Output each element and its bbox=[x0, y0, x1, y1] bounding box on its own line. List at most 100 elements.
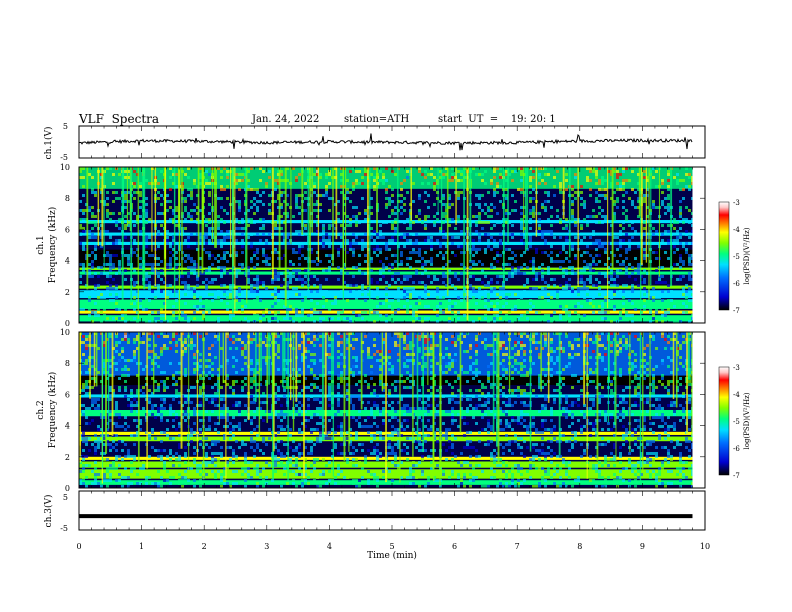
spectral-cell bbox=[421, 173, 424, 176]
spectral-cell bbox=[190, 218, 193, 221]
spectral-cell bbox=[655, 170, 658, 173]
spectral-cell bbox=[316, 302, 319, 305]
spectral-cell bbox=[418, 416, 421, 419]
spectral-cell bbox=[298, 317, 301, 320]
spectral-cell bbox=[388, 419, 391, 422]
spectral-cell bbox=[214, 476, 217, 479]
spectral-cell bbox=[223, 251, 226, 254]
spectral-cell bbox=[388, 239, 391, 242]
spectral-cell bbox=[307, 386, 310, 389]
spectral-cell bbox=[235, 218, 238, 221]
spectral-cell bbox=[193, 209, 196, 212]
spectral-cell bbox=[160, 407, 163, 410]
spectral-cell bbox=[559, 266, 562, 269]
spectral-cell bbox=[358, 254, 361, 257]
spectral-cell bbox=[379, 374, 382, 377]
spectral-cell bbox=[268, 257, 271, 260]
spectral-cell bbox=[349, 452, 352, 455]
spectral-cell bbox=[79, 233, 82, 236]
spectral-cell bbox=[286, 215, 289, 218]
spectral-cell bbox=[337, 311, 340, 314]
spectral-cell bbox=[157, 407, 160, 410]
spectral-cell bbox=[673, 221, 676, 224]
sferic-streak bbox=[103, 167, 105, 272]
spectral-cell bbox=[268, 233, 271, 236]
spectral-cell bbox=[283, 221, 286, 224]
spectral-cell bbox=[163, 344, 166, 347]
spectral-cell bbox=[217, 422, 220, 425]
spectral-cell bbox=[340, 335, 343, 338]
spectral-cell bbox=[199, 221, 202, 224]
spectral-cell bbox=[643, 269, 646, 272]
spectral-cell bbox=[622, 296, 625, 299]
spectral-cell bbox=[319, 434, 322, 437]
spectral-cell bbox=[445, 302, 448, 305]
spectral-cell bbox=[652, 296, 655, 299]
spectral-cell bbox=[103, 443, 106, 446]
spectral-cell bbox=[112, 242, 115, 245]
spectral-cell bbox=[610, 224, 613, 227]
spectral-cell bbox=[643, 227, 646, 230]
spectral-cell bbox=[379, 434, 382, 437]
spectral-cell bbox=[256, 368, 259, 371]
spectral-cell bbox=[580, 269, 583, 272]
spectral-cell bbox=[397, 419, 400, 422]
spectral-cell bbox=[400, 422, 403, 425]
spectral-cell bbox=[85, 338, 88, 341]
spectral-cell bbox=[304, 356, 307, 359]
spectral-cell bbox=[286, 296, 289, 299]
spectral-cell bbox=[571, 245, 574, 248]
spectral-cell bbox=[136, 374, 139, 377]
spectral-cell bbox=[277, 311, 280, 314]
spectral-cell bbox=[457, 215, 460, 218]
spectral-cell bbox=[391, 224, 394, 227]
spectral-cell bbox=[508, 212, 511, 215]
spectral-cell bbox=[346, 431, 349, 434]
spectral-cell bbox=[112, 362, 115, 365]
spectral-cell bbox=[79, 275, 82, 278]
spectral-cell bbox=[409, 473, 412, 476]
spectral-cell bbox=[334, 302, 337, 305]
spectral-cell bbox=[373, 401, 376, 404]
spectral-cell bbox=[301, 371, 304, 374]
spectral-cell bbox=[499, 185, 502, 188]
spectral-cell bbox=[328, 236, 331, 239]
spectral-cell bbox=[184, 413, 187, 416]
spectral-cell bbox=[499, 242, 502, 245]
spectral-cell bbox=[364, 245, 367, 248]
spectral-cell bbox=[373, 167, 376, 170]
spectral-cell bbox=[109, 266, 112, 269]
spectral-cell bbox=[364, 374, 367, 377]
spectral-cell bbox=[133, 284, 136, 287]
spectral-cell bbox=[382, 275, 385, 278]
spectral-cell bbox=[79, 479, 82, 482]
spectral-cell bbox=[433, 449, 436, 452]
spectral-cell bbox=[313, 185, 316, 188]
spectral-cell bbox=[406, 425, 409, 428]
spectral-cell bbox=[136, 299, 139, 302]
spectral-cell bbox=[169, 407, 172, 410]
spectral-cell bbox=[523, 251, 526, 254]
spectral-cell bbox=[475, 278, 478, 281]
spectral-cell bbox=[199, 467, 202, 470]
spectral-cell bbox=[538, 230, 541, 233]
spectral-cell bbox=[193, 182, 196, 185]
spectral-cell bbox=[442, 173, 445, 176]
spectral-cell bbox=[424, 239, 427, 242]
spectral-cell bbox=[292, 449, 295, 452]
spectral-cell bbox=[190, 260, 193, 263]
spectral-cell bbox=[418, 407, 421, 410]
spectral-cell bbox=[580, 239, 583, 242]
spectral-cell bbox=[82, 482, 85, 485]
spectral-cell bbox=[388, 470, 391, 473]
spectral-cell bbox=[346, 395, 349, 398]
spectral-cell bbox=[103, 479, 106, 482]
spectral-cell bbox=[157, 317, 160, 320]
spectral-cell bbox=[436, 182, 439, 185]
sferic-streak bbox=[463, 167, 465, 301]
colorbar-tick-label: -7 bbox=[733, 307, 740, 315]
spectral-cell bbox=[241, 443, 244, 446]
spectral-cell bbox=[388, 404, 391, 407]
spectral-cell bbox=[82, 194, 85, 197]
spectral-cell bbox=[172, 419, 175, 422]
